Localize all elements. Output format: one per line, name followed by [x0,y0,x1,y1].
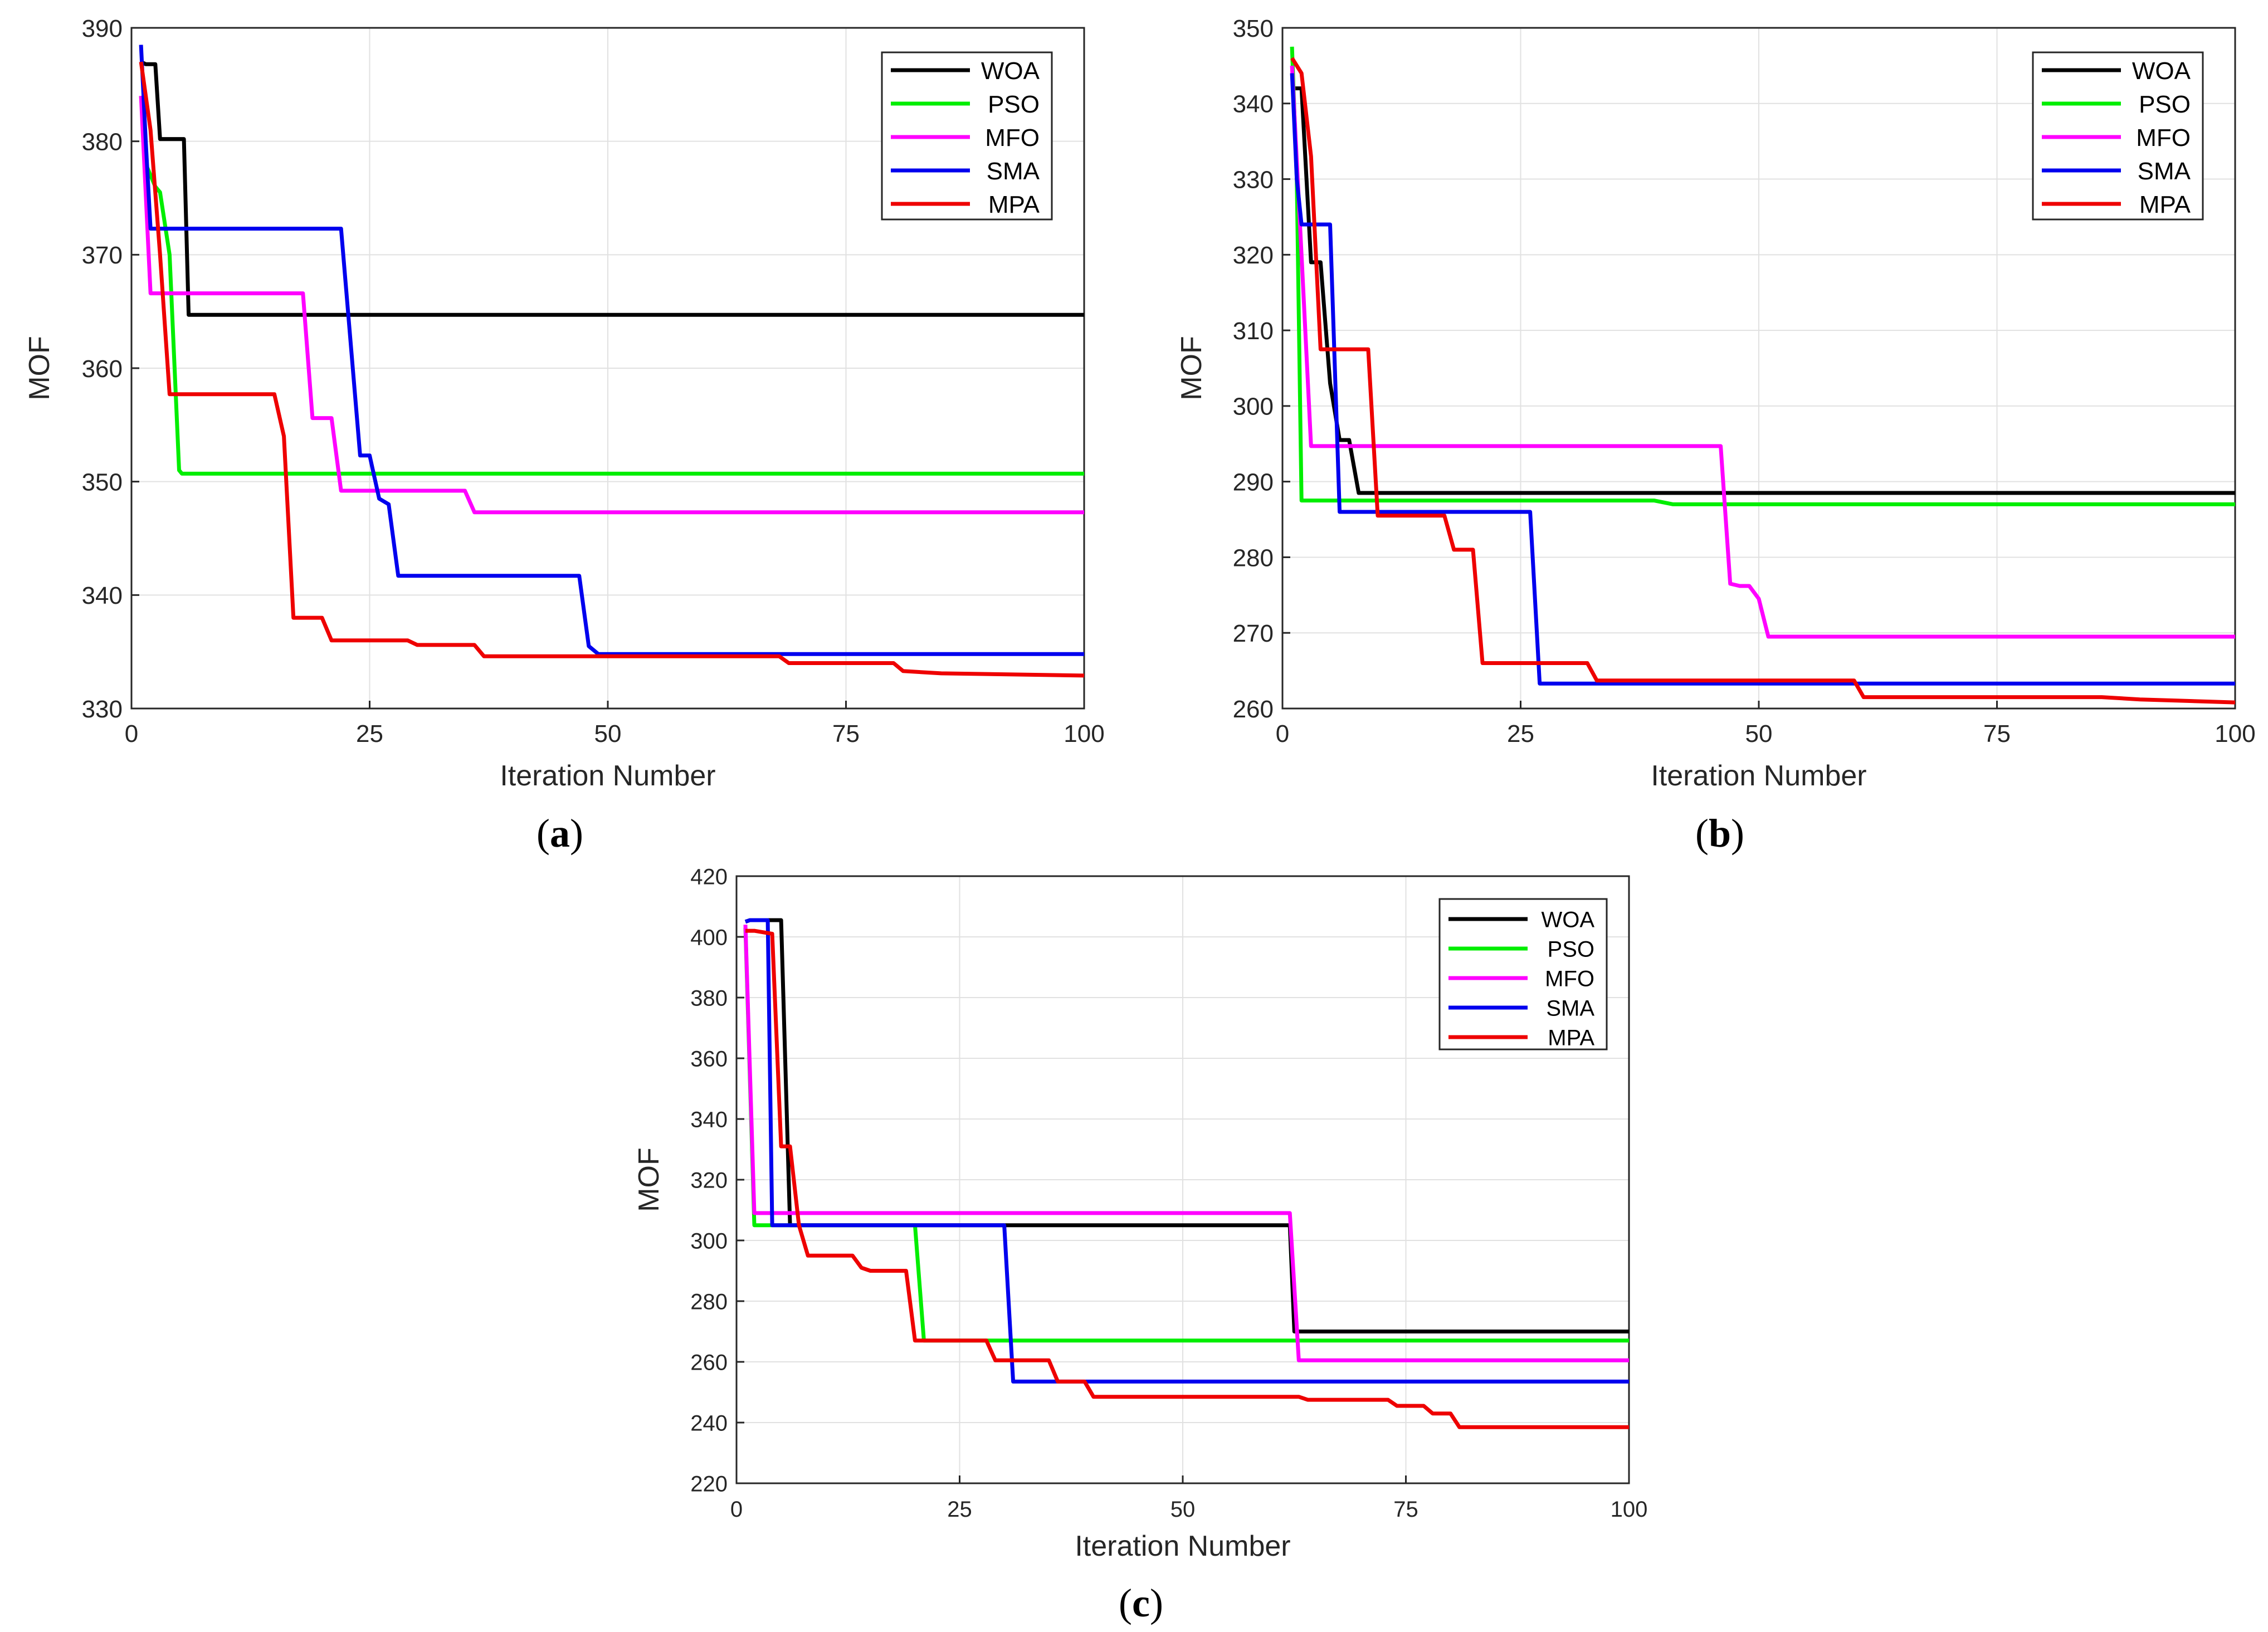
y-tick-label: 350 [82,469,123,496]
legend-label-mpa: MPA [1548,1025,1594,1050]
y-tick-label: 340 [82,582,123,609]
x-tick-label: 0 [730,1497,743,1522]
x-tick-label: 25 [1507,720,1534,747]
y-tick-label: 260 [1233,696,1274,723]
x-tick-label: 25 [947,1497,972,1522]
legend-a: WOA PSO MFO SMA MPA [881,51,1053,221]
y-tick-label: 330 [1233,166,1274,193]
series-line-sma [1290,73,2235,686]
series-line-mfo [139,96,1084,515]
series-line-mfo [1290,65,2235,639]
legend-c: WOA PSO MFO SMA MPA [1438,898,1608,1050]
legend-label-sma: SMA [987,158,1040,185]
y-tick-label: 320 [690,1168,728,1193]
x-tick-label: 75 [832,720,860,747]
x-tick-label: 75 [1983,720,2011,747]
y-tick-label: 310 [1233,317,1274,345]
series-line-mpa [745,929,1629,1429]
y-tick-label: 260 [690,1350,728,1375]
x-axis-label-a: Iteration Number [500,760,715,792]
legend-label-sma: SMA [2138,158,2191,185]
x-tick-label: 100 [2215,720,2255,747]
x-tick-label: 0 [125,720,138,747]
x-axis-label-c: Iteration Number [1075,1530,1290,1562]
y-tick-label: 300 [1233,393,1274,421]
y-tick-label: 340 [690,1107,728,1132]
series-line-sma [744,918,1629,1384]
series-line-mpa [1290,57,2236,705]
y-tick-label: 380 [82,129,123,156]
legend-label-woa: WOA [2132,57,2191,85]
x-tick-label: 100 [1064,720,1104,747]
series-line-sma [139,45,1084,656]
y-axis-label-a: MOF [23,336,56,400]
y-tick-label: 390 [82,15,123,42]
legend-label-sma: SMA [1546,996,1594,1020]
y-tick-label: 370 [82,242,123,269]
x-tick-label: 0 [1276,720,1289,747]
x-tick-label: 50 [1745,720,1773,747]
y-tick-label: 350 [1233,15,1274,42]
caption-letter-a: a [550,811,570,856]
chart-panel-c: 0 25 50 75 100 220 240 260 280 300 320 340 360 380 400… [633,864,1647,1625]
legend-label-woa: WOA [1541,907,1594,932]
legend-label-woa: WOA [981,57,1040,85]
caption-a: (a) [536,811,583,856]
caption-b: (b) [1695,811,1744,856]
y-tick-label: 240 [690,1411,728,1435]
y-axis-label-b: MOF [1176,336,1208,400]
legend-label-mpa: MPA [2139,191,2191,218]
y-tick-label: 340 [1233,91,1274,118]
y-tick-label: 360 [82,355,123,383]
legend-box [1438,898,1608,1050]
series-line-mfo [743,925,1629,1362]
legend-label-mfo: MFO [2136,124,2191,152]
series-line-mpa [139,61,1085,678]
y-tick-label: 380 [690,986,728,1010]
y-tick-label: 300 [690,1229,728,1253]
y-tick-label: 330 [82,696,123,723]
y-tick-label: 220 [690,1472,728,1496]
y-tick-label: 270 [1233,620,1274,647]
caption-letter-c: c [1132,1581,1150,1625]
y-tick-label: 360 [690,1047,728,1071]
legend-label-mpa: MPA [988,191,1040,218]
legend-label-mfo: MFO [985,124,1040,152]
series-line-woa [1292,86,2235,495]
x-axis-label-b: Iteration Number [1651,760,1866,792]
y-tick-label: 280 [1233,544,1274,571]
legend-label-pso: PSO [2139,91,2191,118]
y-tick-label: 420 [690,864,728,889]
y-tick-label: 400 [690,925,728,950]
chart-panel-a: 0 25 50 75 100 330 340 350 360 370 380 390 Iteratio… [23,15,1105,856]
x-tick-label: 50 [594,720,622,747]
legend-label-pso: PSO [988,91,1040,118]
y-tick-label: 280 [690,1289,728,1314]
legend-label-mfo: MFO [1545,966,1594,991]
y-tick-label: 320 [1233,242,1274,269]
x-tick-label: 75 [1393,1497,1418,1522]
caption-letter-b: b [1709,811,1731,856]
chart-panel-b: 0 25 50 75 100 260 270 280 290 300 310 320 330 340 350… [1176,15,2256,856]
x-tick-label: 25 [356,720,383,747]
series-line-woa [140,60,1084,317]
legend-label-pso: PSO [1548,937,1594,961]
y-tick-label: 290 [1233,469,1274,496]
x-tick-label: 50 [1170,1497,1196,1522]
legend-b: WOA PSO MFO SMA MPA [2032,51,2204,221]
y-axis-label-c: MOF [633,1147,665,1212]
caption-c: (c) [1119,1581,1163,1625]
x-tick-label: 100 [1611,1497,1648,1522]
